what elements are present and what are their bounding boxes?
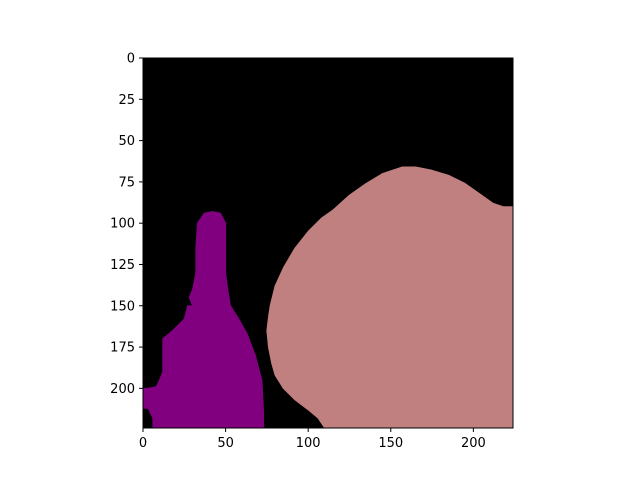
plot-frame xyxy=(142,57,514,429)
mask-regions xyxy=(142,166,514,429)
mask-region-1 xyxy=(266,166,514,429)
y-tick-label: 50 xyxy=(118,134,135,149)
y-tick-label: 100 xyxy=(110,217,135,232)
y-tick-label: 175 xyxy=(110,341,135,356)
x-tick-label: 0 xyxy=(139,436,147,451)
x-tick-label: 150 xyxy=(378,436,403,451)
y-axis: 0 25 50 75 100 125 150 175 200 xyxy=(110,52,143,397)
y-tick-label: 200 xyxy=(110,382,135,397)
mask-region-0 xyxy=(142,211,265,429)
x-axis: 0 50 100 150 200 xyxy=(139,428,486,451)
x-tick-label: 100 xyxy=(296,436,321,451)
y-tick-label: 0 xyxy=(127,52,135,67)
x-tick-label: 200 xyxy=(461,436,486,451)
x-tick-label: 50 xyxy=(217,436,234,451)
y-tick-label: 125 xyxy=(110,258,135,273)
y-tick-label: 75 xyxy=(118,175,135,190)
y-tick-label: 25 xyxy=(118,93,135,108)
y-tick-label: 150 xyxy=(110,299,135,314)
